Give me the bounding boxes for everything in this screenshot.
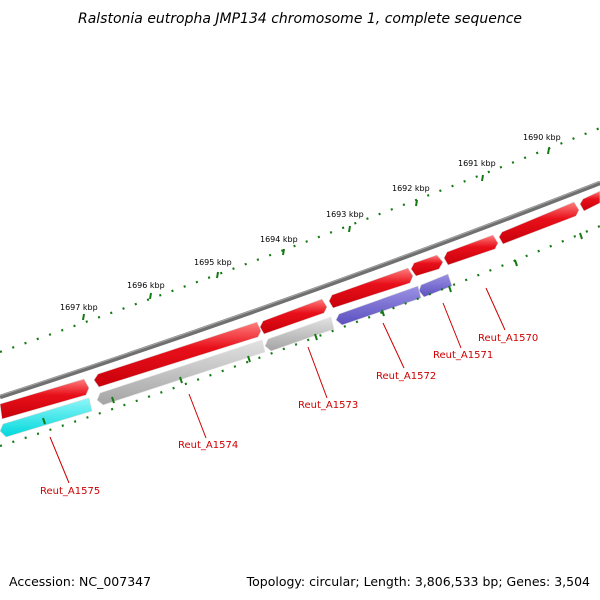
gene-feature-red-2 bbox=[93, 321, 262, 388]
gene-label-reut-a1570[interactable]: Reut_A1570 bbox=[478, 333, 538, 344]
accession-text: Accession: NC_007347 bbox=[9, 574, 151, 589]
gene-feature-red-3 bbox=[259, 298, 328, 335]
gene-label-reut-a1573[interactable]: Reut_A1573 bbox=[298, 400, 358, 411]
reverse-strand-features bbox=[0, 273, 453, 438]
gene-label-reut-a1574[interactable]: Reut_A1574 bbox=[178, 440, 238, 451]
inner-major-ticks bbox=[42, 232, 583, 425]
gene-feature-red-1 bbox=[0, 378, 90, 420]
kbp-label-1694: 1694 kbp bbox=[260, 235, 298, 244]
gene-feature-red-7 bbox=[498, 201, 580, 245]
gene-feature-blue-2 bbox=[418, 273, 453, 298]
gene-feature-gray-1 bbox=[96, 339, 266, 406]
topology-text: Topology: circular; Length: 3,806,533 bp… bbox=[246, 574, 590, 589]
kbp-label-1692: 1692 kbp bbox=[392, 184, 430, 193]
kbp-label-1691: 1691 kbp bbox=[458, 159, 496, 168]
gene-label-reut-a1572[interactable]: Reut_A1572 bbox=[376, 371, 436, 382]
gene-feature-gray-2 bbox=[264, 316, 335, 352]
kbp-label-1697: 1697 kbp bbox=[60, 303, 98, 312]
gene-leader-lines bbox=[49, 287, 506, 484]
kbp-label-1690: 1690 kbp bbox=[523, 133, 561, 142]
gene-feature-red-4 bbox=[328, 267, 414, 309]
gene-feature-red-8 bbox=[579, 190, 600, 212]
gene-label-reut-a1571[interactable]: Reut_A1571 bbox=[433, 350, 493, 361]
gene-feature-cyan bbox=[0, 397, 93, 438]
map-title: Ralstonia eutropha JMP134 chromosome 1, … bbox=[78, 11, 522, 27]
kbp-label-1696: 1696 kbp bbox=[127, 281, 165, 290]
forward-strand-features bbox=[0, 190, 600, 420]
scale-major-ticks bbox=[82, 147, 550, 321]
gene-feature-red-5 bbox=[410, 254, 444, 277]
kbp-label-1695: 1695 kbp bbox=[194, 258, 232, 267]
chromosome-backbone bbox=[0, 180, 600, 400]
gene-label-reut-a1575[interactable]: Reut_A1575 bbox=[40, 486, 100, 497]
gene-feature-red-6 bbox=[443, 234, 499, 266]
kbp-label-1693: 1693 kbp bbox=[326, 210, 364, 219]
